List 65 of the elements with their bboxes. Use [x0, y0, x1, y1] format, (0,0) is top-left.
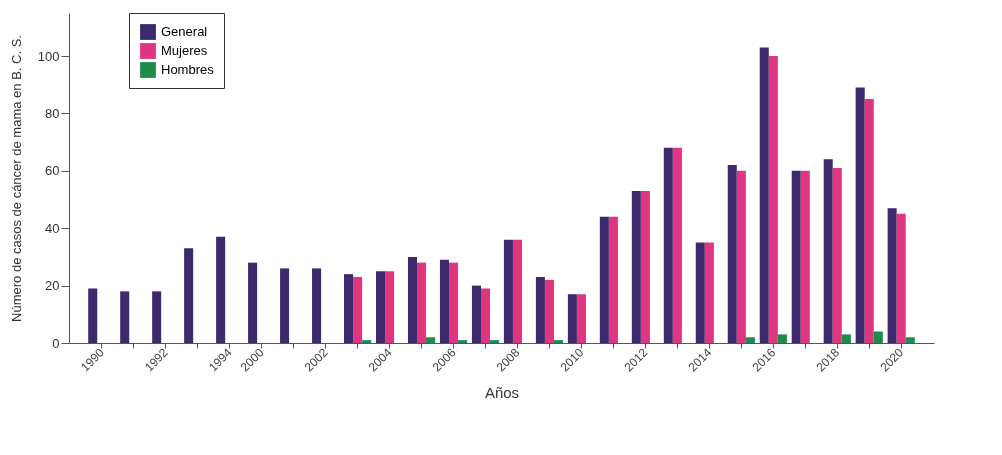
bar: [353, 277, 363, 343]
bar: [490, 340, 500, 343]
bar: [599, 216, 609, 343]
bar: [791, 170, 801, 343]
bar: [535, 277, 545, 343]
bar: [375, 271, 386, 343]
y-tick-label: 100: [37, 48, 60, 64]
bar: [426, 337, 436, 343]
bar: [905, 337, 915, 343]
bar: [88, 288, 98, 343]
bar: [727, 165, 737, 343]
y-tick-label: 0: [52, 335, 60, 351]
bar: [608, 216, 618, 343]
bar: [407, 256, 418, 343]
bar: [280, 268, 290, 343]
bar: [672, 147, 682, 343]
y-tick-label: 60: [45, 163, 60, 179]
bar: [777, 334, 787, 343]
bar: [503, 239, 513, 343]
bar: [864, 99, 874, 343]
bar: [768, 56, 778, 343]
bar: [873, 331, 883, 343]
bar: [704, 242, 714, 343]
legend-label: Mujeres: [161, 43, 208, 58]
x-axis-title: Años: [484, 383, 520, 401]
bar: [458, 340, 468, 343]
bar: [385, 271, 395, 343]
bar: [823, 159, 833, 343]
bar: [631, 190, 641, 343]
bar: [841, 334, 851, 343]
bar: [745, 337, 755, 343]
bar: [887, 208, 897, 343]
bar: [312, 268, 322, 343]
bar: [640, 190, 650, 343]
bar: [248, 262, 258, 343]
bar: [471, 285, 481, 343]
bar: [417, 262, 427, 343]
bar: [567, 294, 577, 343]
bar: [184, 248, 194, 343]
bar: [855, 87, 865, 343]
bar: [512, 239, 523, 343]
bar: [832, 167, 842, 343]
bar: [480, 288, 491, 343]
y-axis-title: Número de casos de cáncer de mama en B. C. S.: [8, 35, 24, 322]
bar: [344, 274, 354, 343]
y-tick-label: 20: [45, 278, 60, 294]
bar: [362, 340, 372, 343]
bar: [544, 279, 554, 343]
y-tick-label: 80: [45, 105, 60, 121]
bar: [695, 242, 705, 343]
bar: [736, 170, 746, 343]
legend-label: Hombres: [161, 62, 215, 77]
bar: [663, 147, 673, 343]
bar: [576, 294, 586, 343]
bar: [449, 262, 459, 343]
y-tick-label: 40: [45, 220, 60, 236]
bar: [759, 47, 769, 343]
legend-label: General: [161, 24, 208, 39]
bar: [439, 259, 449, 343]
bar: [216, 236, 226, 343]
bar: [800, 170, 810, 343]
bar: [120, 291, 130, 343]
bar: [152, 291, 162, 343]
bar: [896, 213, 906, 343]
bar: [554, 340, 564, 343]
